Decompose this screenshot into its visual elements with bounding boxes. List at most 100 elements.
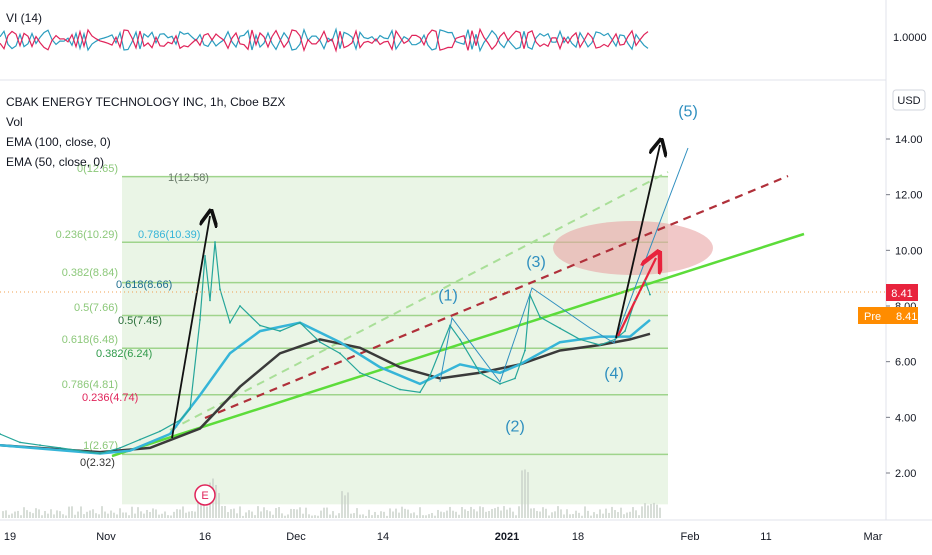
volume-bar: [32, 513, 34, 518]
volume-bar: [155, 509, 157, 518]
fib-label: 0.786(10.39): [138, 229, 200, 241]
volume-bar: [182, 506, 184, 518]
volume-bar: [329, 514, 331, 518]
price-point: [259, 324, 261, 327]
volume-bar: [554, 511, 556, 518]
volume-bar: [557, 506, 559, 518]
volume-bar: [191, 511, 193, 518]
fib-label: 0(12.65): [77, 163, 118, 175]
volume-bar: [617, 512, 619, 518]
x-tick-label: Feb: [681, 531, 700, 543]
wave-path: [439, 147, 689, 384]
volume-bar: [8, 514, 10, 518]
price-points: [0, 241, 651, 455]
trend-line-dashed-red: [204, 174, 789, 420]
volume-bar: [218, 492, 220, 518]
volume-bar: [629, 511, 631, 518]
volume-bar: [512, 511, 514, 518]
volume-bar: [452, 510, 454, 518]
volume-bar: [239, 506, 241, 518]
volume-bar: [488, 511, 490, 518]
volume-bars: [2, 469, 661, 518]
volume-bar: [281, 513, 283, 518]
price-point: [419, 391, 421, 394]
volume-bar: [80, 506, 82, 518]
ema-100-line: [0, 332, 651, 454]
price-point: [634, 299, 636, 302]
price-point: [379, 380, 381, 383]
price-point: [339, 352, 341, 355]
volume-bar: [122, 512, 124, 518]
volume-bar: [626, 512, 628, 518]
volume-bar: [149, 511, 151, 518]
symbol-title: CBAK ENERGY TECHNOLOGY INC, 1h, Cboe BZX: [6, 95, 285, 109]
volume-bar: [236, 513, 238, 518]
volume-bar: [653, 502, 655, 518]
volume-bar: [623, 514, 625, 518]
volume-bar: [278, 507, 280, 518]
price-point: [524, 349, 526, 352]
y-tick-label: 12.00: [895, 190, 923, 202]
volume-bar: [293, 509, 295, 518]
volume-bar: [614, 510, 616, 518]
x-tick-label: 11: [760, 531, 771, 543]
y-tick-label: 6.00: [895, 357, 916, 369]
volume-bar: [5, 510, 7, 518]
volume-bar: [269, 511, 271, 518]
volume-bar: [647, 505, 649, 518]
last-price-tag: 8.41: [886, 284, 918, 301]
volume-bar: [455, 511, 457, 518]
volume-bar: [620, 507, 622, 518]
volume-bar: [599, 509, 601, 518]
x-tick-label: Mar: [864, 531, 883, 543]
volume-bar: [581, 515, 583, 518]
volume-bar: [365, 515, 367, 518]
x-tick-label: Dec: [286, 531, 306, 543]
volume-bar: [482, 507, 484, 518]
volume-bar: [500, 510, 502, 518]
volume-bar: [242, 515, 244, 518]
wave-label: (4): [604, 365, 624, 382]
volume-bar: [380, 511, 382, 518]
volume-bar: [563, 514, 565, 518]
volume-bar: [95, 513, 97, 518]
vi-plus-line: [0, 27, 649, 53]
volume-bar: [326, 507, 328, 518]
price-point: [399, 388, 401, 391]
fib-labels: 0(12.65) 1(12.58) 0.236(10.29) 0.786(10.39)…: [56, 163, 209, 469]
volume-bar: [407, 509, 409, 518]
volume-bar: [140, 511, 142, 518]
volume-bar: [320, 510, 322, 518]
volume-bar: [527, 472, 529, 518]
volume-bar: [590, 515, 592, 518]
volume-bar: [575, 510, 577, 518]
volume-bar: [413, 512, 415, 518]
volume-bar: [656, 504, 658, 518]
price-point: [429, 374, 431, 377]
volume-bar: [419, 507, 421, 518]
volume-bar: [188, 511, 190, 518]
volume-bar: [536, 510, 538, 518]
volume-bar: [551, 512, 553, 518]
volume-bar: [389, 508, 391, 518]
wave-label: (5): [678, 104, 698, 121]
volume-bar: [632, 507, 634, 518]
x-axis[interactable]: 19 Nov 16 Dec 14 2021 18 Feb 11 Mar: [4, 531, 883, 543]
price-point: [514, 377, 516, 380]
arrow-black-2: [615, 145, 660, 339]
volume-bar: [197, 494, 199, 518]
fib-label: 0.5(7.45): [118, 315, 162, 327]
volume-bar: [233, 508, 235, 518]
volume-bar: [338, 513, 340, 518]
volume-bar: [392, 511, 394, 518]
currency-button[interactable]: USD: [892, 89, 926, 111]
volume-bar: [404, 508, 406, 518]
volume-bar: [299, 507, 301, 518]
earnings-marker[interactable]: E: [194, 484, 216, 506]
fib-label: 0.236(4.74): [82, 392, 138, 404]
volume-bar: [221, 506, 223, 518]
volume-bar: [368, 509, 370, 518]
volume-bar: [371, 515, 373, 518]
